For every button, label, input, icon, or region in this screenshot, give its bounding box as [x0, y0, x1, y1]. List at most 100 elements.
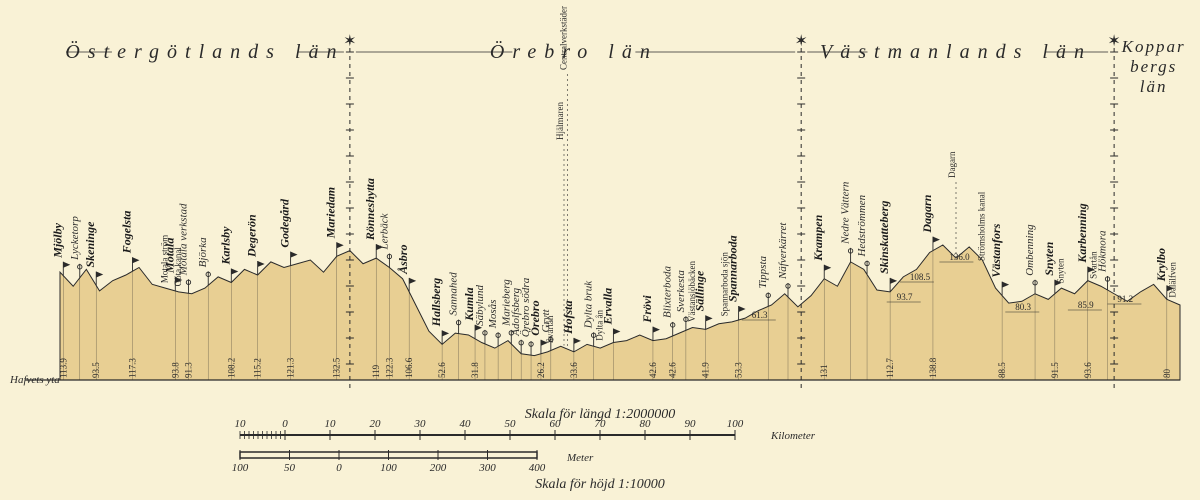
inline-elev: 93.7: [897, 292, 913, 302]
inline-elev: 91.2: [1117, 294, 1133, 304]
station-label: Ombenning: [1024, 224, 1036, 276]
elevation-profile-diagram: Hafvets ytaÖstergötlands län✶Örebro län✶…: [0, 0, 1200, 500]
station-elev: 33.6: [569, 362, 579, 378]
scale-km-tick: 80: [640, 418, 652, 430]
inline-elev: 85.9: [1078, 300, 1094, 310]
station-label: Björka: [197, 237, 209, 267]
station-label: Karlsby: [218, 226, 232, 266]
scale-m-tick: 300: [478, 462, 496, 474]
station-label: Frövi: [640, 295, 654, 324]
station-elev: 80: [1162, 369, 1172, 379]
station-elev: 41.9: [701, 362, 711, 378]
scale-m-tick: 50: [284, 462, 296, 474]
station-elev: 138.8: [928, 357, 938, 378]
inline-elev: 108.5: [910, 272, 931, 282]
station-label: Näfverkärret: [777, 222, 789, 280]
feature-label: Strömsholms kanal: [977, 191, 987, 261]
station-label: Blixterboda: [662, 266, 674, 318]
station-label: Sannahed: [448, 272, 460, 316]
scale-m-tick: 100: [380, 462, 397, 474]
svg-text:✶: ✶: [794, 33, 807, 50]
feature-label: Centralverkstäder: [558, 6, 568, 70]
station-elev: 31.8: [470, 362, 480, 378]
station-elev: 106.6: [404, 357, 414, 378]
station-label: Dylta bruk: [583, 280, 595, 329]
station-label: Krylbo: [1154, 248, 1168, 282]
station-label: Hedströmmen: [856, 194, 868, 257]
scale-km-tick: 60: [550, 418, 562, 430]
station-elev: 52.6: [437, 362, 447, 378]
station-elev: 91.3: [183, 362, 193, 378]
station-elev: 93.6: [1083, 362, 1093, 378]
region-label: län: [1140, 77, 1168, 96]
inline-elev: 80.3: [1015, 302, 1031, 312]
feature-label: Göta kanal: [173, 247, 183, 287]
station-elev: 88.5: [997, 362, 1007, 378]
station-elev: 132.5: [332, 357, 342, 378]
station-label: Tippsta: [757, 256, 769, 289]
station-elev: 115.2: [253, 358, 263, 378]
feature-label: Svartån: [545, 315, 555, 343]
station-label: Åsbro: [396, 245, 410, 275]
station-elev: 93.5: [91, 362, 101, 378]
scale-km-tick: 70: [595, 418, 607, 430]
station-label: Mosås: [487, 300, 499, 330]
region-label: Örebro län: [490, 40, 658, 63]
station-elev: 93.8: [170, 362, 180, 378]
station-label: Snyten: [1042, 241, 1056, 275]
station-elev: 131: [819, 365, 829, 379]
region-label: bergs: [1130, 57, 1177, 76]
station-label: Skinskatteberg: [877, 201, 891, 274]
region-label: Koppar: [1121, 37, 1186, 56]
station-elev: 53.3: [734, 362, 744, 378]
station-label: Säbylund: [474, 284, 486, 325]
station-label: Sverkesta: [675, 270, 687, 313]
station-label: Degerön: [245, 214, 259, 258]
scale-km-tick: 20: [370, 418, 382, 430]
scale-km-tick: 40: [460, 418, 472, 430]
station-elev: 113.9: [58, 358, 68, 378]
station-label: Krampen: [811, 214, 825, 261]
station-label: Hallsberg: [429, 278, 443, 328]
scale-m-tick: 400: [529, 462, 546, 474]
station-label: Lycketorp: [69, 216, 81, 261]
region-label: Östergötlands län: [65, 40, 344, 63]
feature-label: Motala ström: [160, 235, 170, 283]
svg-text:✶: ✶: [1107, 33, 1120, 50]
station-label: Rönneshytta: [363, 178, 377, 241]
feature-label: Snyten: [1056, 258, 1066, 284]
station-label: Dagarn: [920, 194, 934, 233]
station-elev: 42.6: [648, 362, 658, 378]
scale-km-tick: 100: [727, 418, 744, 430]
station-elev: 122.3: [384, 357, 394, 378]
station-elev: 117.3: [127, 358, 137, 378]
scale-m-unit: Meter: [566, 452, 594, 464]
station-elev: 108.2: [226, 358, 236, 378]
inline-elev: 61.3: [752, 310, 768, 320]
station-label: Västanfors: [989, 223, 1003, 277]
station-label: Hofsta: [561, 301, 575, 335]
feature-label: Dalälfven: [1168, 262, 1178, 298]
scale-m-tick: 200: [430, 462, 447, 474]
station-label: Godegård: [278, 198, 292, 248]
scale-height-label: Skala för höjd 1:10000: [535, 477, 665, 492]
feature-label: Svartån: [1089, 251, 1099, 279]
station-label: Skeninge: [83, 221, 97, 268]
station-label: Lerbäck: [378, 212, 390, 250]
station-label: Nedre Vättern: [840, 181, 852, 245]
scale-km-tick: 90: [685, 418, 697, 430]
feature-label: Dylta ån: [595, 309, 605, 340]
station-elev: 91.5: [1050, 362, 1060, 378]
feature-label: Dagarn: [947, 151, 957, 178]
feature-label: Hjälmaren: [555, 102, 565, 140]
station-elev: 121.3: [286, 357, 296, 378]
station-label: Karbenning: [1075, 203, 1089, 263]
station-label: Mariedam: [324, 187, 338, 239]
scale-km-tick: 10: [235, 418, 247, 430]
scale-km-tick: 30: [414, 418, 427, 430]
station-label: Mjölby: [50, 222, 64, 258]
region: Östergötlands län: [65, 40, 344, 63]
svg-text:✶: ✶: [343, 33, 356, 50]
feature-label: Spannarboda sjön: [720, 252, 730, 317]
scale-km-tick: 50: [505, 418, 517, 430]
